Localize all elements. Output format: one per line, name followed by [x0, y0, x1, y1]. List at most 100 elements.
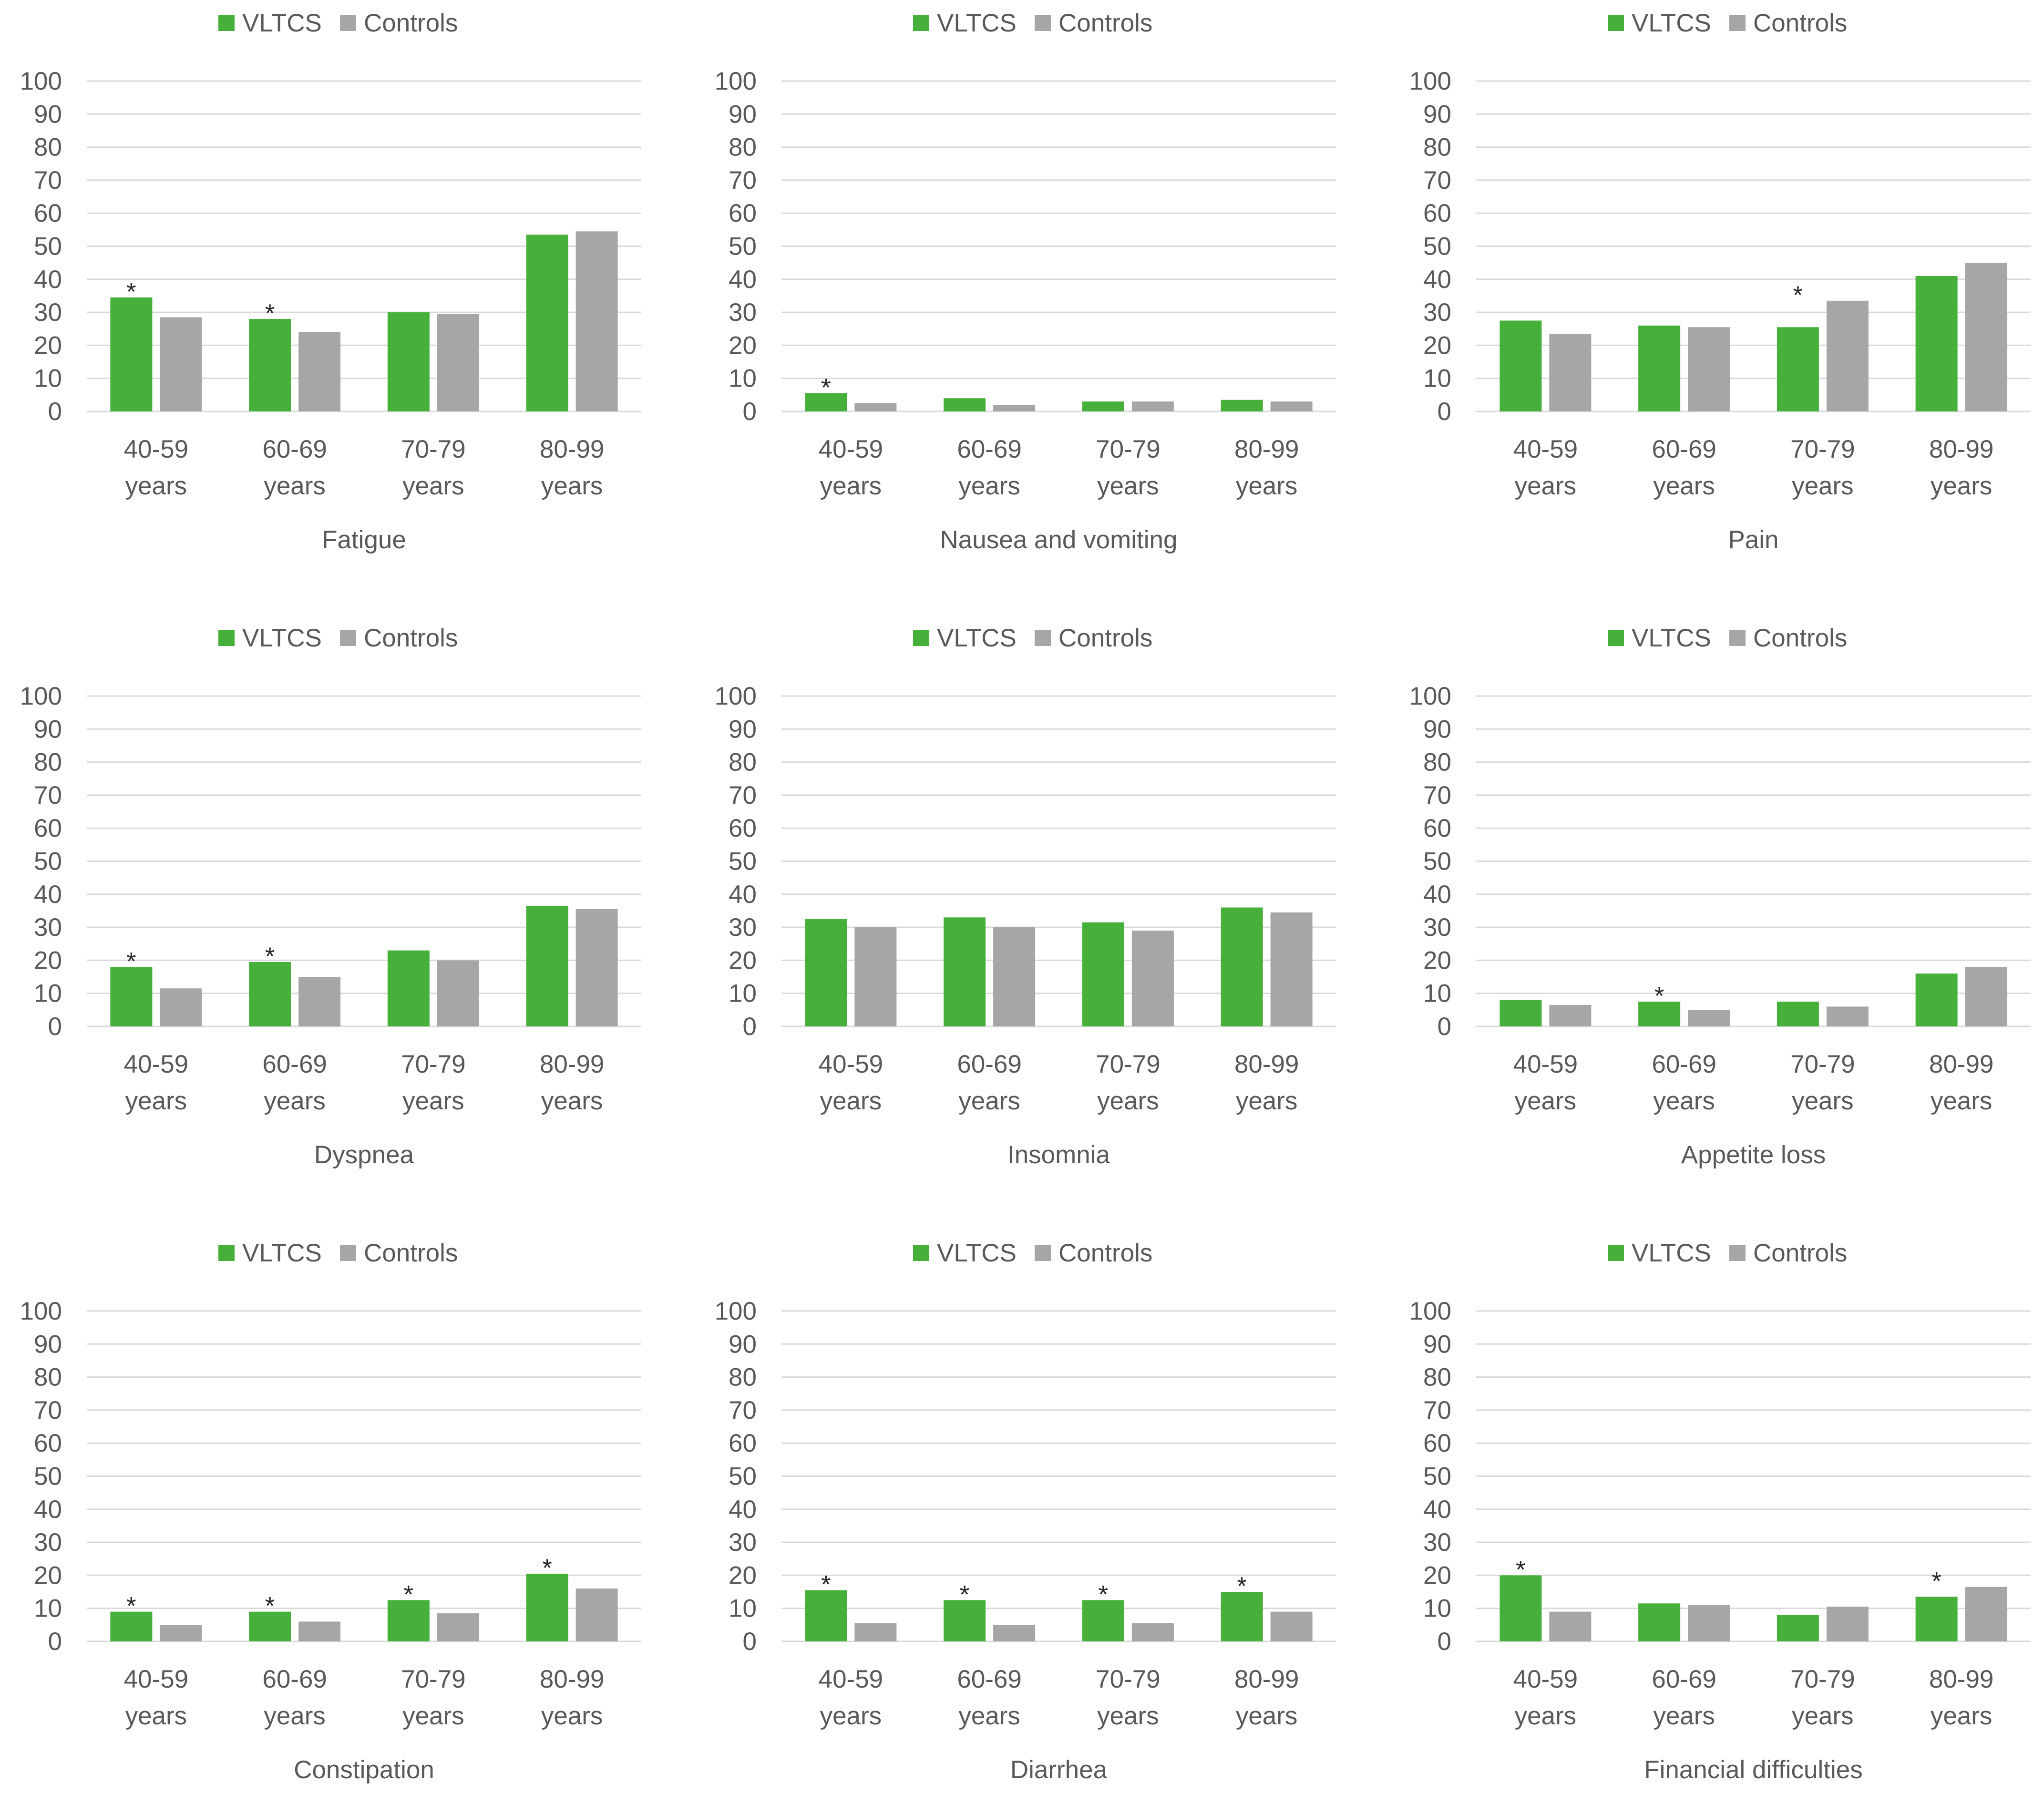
- chart-legend: VLTCS Controls: [913, 624, 1152, 652]
- y-tick-label: 10: [1423, 365, 1451, 393]
- y-tick-label: 100: [715, 682, 757, 710]
- y-tick-label: 100: [715, 1297, 757, 1325]
- x-tick-label-unit: years: [1931, 472, 1993, 500]
- chart-panel: VLTCS Controls 0 10 20 30 40 50 60 70 80 90 100 * 40-5…: [1409, 1239, 2031, 1784]
- bar-controls: [1688, 1010, 1730, 1026]
- significance-star: *: [404, 1580, 414, 1609]
- legend-swatch-vltcs: [1608, 630, 1624, 646]
- y-tick-label: 70: [34, 166, 62, 195]
- bar-vltcs: [110, 297, 153, 411]
- legend-swatch-controls: [340, 15, 356, 31]
- y-tick-label: 90: [1423, 1330, 1451, 1358]
- x-tick-label-unit: years: [958, 1702, 1020, 1730]
- bar-controls: [575, 1588, 618, 1641]
- bar-vltcs: [1915, 1597, 1958, 1641]
- x-tick-label: 40-59: [1513, 1050, 1578, 1078]
- legend-label-controls: Controls: [364, 624, 458, 652]
- x-tick-label-unit: years: [402, 1702, 464, 1730]
- x-tick-label: 40-59: [1513, 1665, 1578, 1693]
- y-tick-label: 50: [1423, 1463, 1451, 1491]
- bar-vltcs: [805, 919, 847, 1026]
- bar-controls: [854, 927, 897, 1026]
- y-tick-label: 0: [1438, 398, 1451, 426]
- y-tick-label: 50: [1423, 233, 1451, 261]
- y-tick-label: 60: [1423, 814, 1451, 842]
- significance-star: *: [265, 1592, 275, 1620]
- bar-vltcs: [526, 235, 568, 411]
- legend-label-controls: Controls: [1753, 624, 1847, 652]
- y-tick-label: 0: [1438, 1628, 1451, 1656]
- chart-legend: VLTCS Controls: [913, 9, 1152, 37]
- bar-vltcs: [1915, 276, 1958, 411]
- y-tick-label: 60: [34, 814, 62, 842]
- bar-vltcs: [526, 1573, 568, 1641]
- x-tick-label: 40-59: [124, 1665, 189, 1693]
- bar-vltcs: [1777, 327, 1819, 411]
- y-tick-label: 60: [729, 814, 757, 842]
- bar-vltcs: [1500, 320, 1542, 411]
- y-tick-label: 50: [729, 1463, 757, 1491]
- bar-vltcs: [110, 967, 153, 1026]
- y-tick-label: 10: [34, 365, 62, 393]
- y-tick-label: 80: [34, 748, 62, 777]
- x-tick-label: 60-69: [957, 1665, 1022, 1693]
- y-tick-label: 10: [729, 980, 757, 1008]
- legend-swatch-controls: [340, 630, 356, 646]
- chart-title: Nausea and vomiting: [940, 526, 1178, 554]
- chart-legend: VLTCS Controls: [218, 624, 458, 652]
- x-tick-label: 60-69: [957, 1050, 1022, 1078]
- legend-label-vltcs: VLTCS: [937, 9, 1017, 37]
- y-tick-label: 40: [34, 881, 62, 909]
- legend-label-vltcs: VLTCS: [1632, 9, 1711, 37]
- bar-controls: [854, 403, 897, 411]
- chart-panel: VLTCS Controls 0 10 20 30 40 50 60 70 80 90 100 * 40-5…: [715, 1239, 1336, 1784]
- legend-swatch-controls: [1035, 630, 1051, 646]
- legend-label-controls: Controls: [1058, 9, 1152, 37]
- y-tick-label: 90: [729, 1330, 757, 1358]
- significance-star: *: [821, 1571, 831, 1599]
- y-tick-label: 70: [34, 1396, 62, 1424]
- y-tick-label: 70: [1423, 781, 1451, 809]
- x-tick-label-unit: years: [820, 1087, 882, 1115]
- x-tick-label-unit: years: [820, 472, 882, 500]
- y-tick-label: 20: [34, 1561, 62, 1589]
- y-tick-label: 30: [34, 913, 62, 942]
- x-tick-label-unit: years: [958, 472, 1020, 500]
- legend-swatch-vltcs: [913, 630, 929, 646]
- legend-label-vltcs: VLTCS: [242, 1239, 322, 1267]
- bar-vltcs: [249, 1611, 291, 1641]
- y-tick-label: 90: [1423, 715, 1451, 743]
- x-tick-label: 80-99: [1929, 1665, 1994, 1693]
- chart-panel: VLTCS Controls 0 10 20 30 40 50 60 70 80 90 100 * 40-5…: [715, 9, 1336, 554]
- bar-controls: [575, 909, 618, 1026]
- significance-star: *: [126, 278, 136, 306]
- y-tick-label: 30: [729, 298, 757, 327]
- x-tick-label: 40-59: [819, 1050, 883, 1078]
- bar-vltcs: [1221, 907, 1263, 1026]
- significance-star: *: [542, 1554, 552, 1582]
- x-tick-label-unit: years: [1236, 472, 1298, 500]
- chart-title: Dyspnea: [314, 1141, 414, 1169]
- chart-legend: VLTCS Controls: [1608, 9, 1847, 37]
- x-tick-label-unit: years: [958, 1087, 1020, 1115]
- bar-vltcs: [1082, 401, 1124, 411]
- bar-vltcs: [1638, 1603, 1681, 1641]
- y-tick-label: 40: [729, 266, 757, 294]
- legend-label-vltcs: VLTCS: [242, 9, 322, 37]
- x-tick-label: 70-79: [1096, 435, 1161, 463]
- y-tick-label: 90: [729, 715, 757, 743]
- bar-vltcs: [249, 318, 291, 411]
- x-tick-label-unit: years: [264, 472, 326, 500]
- y-tick-label: 40: [34, 1496, 62, 1524]
- x-tick-label-unit: years: [1792, 1087, 1854, 1115]
- chart-panel: VLTCS Controls 0 10 20 30 40 50 60 70 80 90 100 40-59…: [715, 624, 1336, 1169]
- bar-controls: [1688, 327, 1730, 411]
- y-tick-label: 30: [729, 913, 757, 942]
- x-tick-label-unit: years: [264, 1087, 326, 1115]
- significance-star: *: [1793, 281, 1803, 309]
- chart-title: Insomnia: [1007, 1141, 1110, 1169]
- x-tick-label-unit: years: [541, 1702, 603, 1730]
- y-tick-label: 40: [34, 266, 62, 294]
- y-tick-label: 20: [729, 946, 757, 974]
- legend-label-controls: Controls: [364, 9, 458, 37]
